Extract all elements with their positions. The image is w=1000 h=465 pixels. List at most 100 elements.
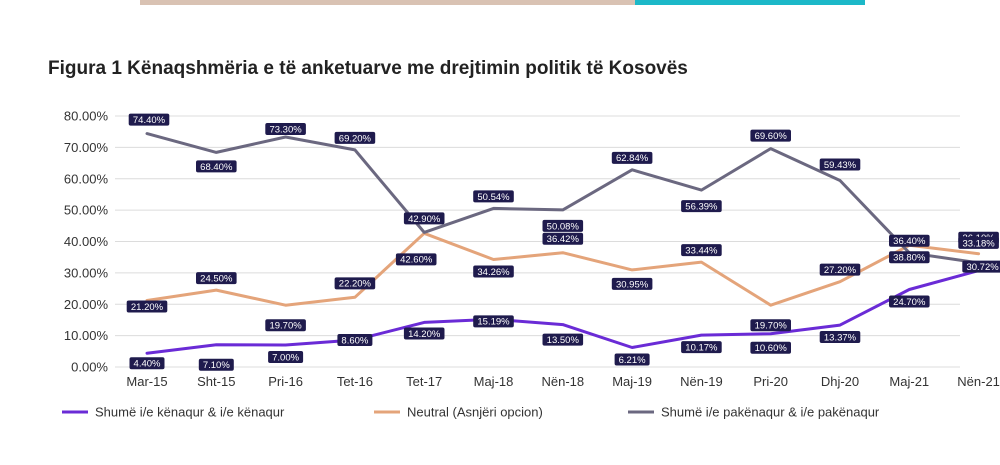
data-label-bg xyxy=(542,333,584,346)
data-label: 13.50% xyxy=(547,335,580,346)
data-label: 13.37% xyxy=(824,332,857,343)
data-label: 15.19% xyxy=(477,317,510,328)
x-tick-label: Pri-20 xyxy=(753,374,788,389)
data-label-bg xyxy=(889,295,930,308)
data-label: 21.20% xyxy=(131,302,164,313)
data-label: 7.00% xyxy=(272,352,299,363)
data-label-bg xyxy=(128,113,170,126)
y-tick-label: 70.00% xyxy=(64,140,109,155)
data-label-bg xyxy=(198,358,234,371)
y-tick-label: 60.00% xyxy=(64,171,109,186)
data-label-bg xyxy=(889,234,930,247)
data-label-bg xyxy=(196,160,237,173)
data-label: 24.70% xyxy=(893,297,926,308)
data-label: 19.70% xyxy=(269,321,302,332)
data-label: 42.90% xyxy=(408,214,441,225)
data-label: 30.72% xyxy=(966,262,999,273)
data-label: 73.30% xyxy=(269,124,302,135)
data-label: 7.10% xyxy=(203,360,230,371)
data-label: 68.40% xyxy=(200,162,233,173)
data-label-bg xyxy=(750,129,791,142)
data-label: 42.60% xyxy=(400,255,433,266)
data-label: 33.44% xyxy=(685,245,718,256)
data-label: 34.26% xyxy=(477,267,510,278)
data-label-bg xyxy=(542,232,584,245)
x-tick-label: Mar-15 xyxy=(126,374,167,389)
data-label: 10.17% xyxy=(685,342,718,353)
data-label-bg xyxy=(819,263,861,276)
data-label: 69.60% xyxy=(755,131,788,142)
data-label-bg xyxy=(473,190,514,203)
y-tick-label: 30.00% xyxy=(64,265,109,280)
data-label: 22.20% xyxy=(339,279,372,290)
legend-label: Shumë i/e kënaqur & i/e kënaqur xyxy=(95,405,285,420)
data-label-bg xyxy=(819,158,861,171)
x-tick-label: Nën-19 xyxy=(680,374,723,389)
y-tick-label: 50.00% xyxy=(64,203,109,218)
data-label-bg xyxy=(750,341,791,354)
data-label-bg xyxy=(395,253,437,266)
data-label: 4.40% xyxy=(134,359,161,370)
data-label-bg xyxy=(403,212,445,225)
data-label-bg xyxy=(126,300,168,313)
x-tick-label: Nën-21 xyxy=(957,374,1000,389)
y-tick-label: 0.00% xyxy=(71,360,108,375)
data-label-bg xyxy=(611,277,653,290)
data-label-bg xyxy=(268,351,304,364)
data-label: 30.95% xyxy=(616,279,649,290)
data-label: 36.40% xyxy=(893,236,926,247)
y-tick-label: 80.00% xyxy=(64,109,109,124)
data-label: 10.60% xyxy=(755,343,788,354)
data-label-bg xyxy=(819,331,861,344)
data-label: 8.60% xyxy=(341,335,368,346)
data-label: 50.08% xyxy=(547,221,580,232)
data-label-bg xyxy=(265,319,306,332)
data-label-bg xyxy=(334,131,376,144)
x-tick-label: Nën-18 xyxy=(541,374,584,389)
data-label-bg xyxy=(611,151,653,164)
data-label: 50.54% xyxy=(477,192,510,203)
data-label-bg xyxy=(614,353,650,366)
data-label-bg xyxy=(889,251,930,264)
x-tick-label: Maj-19 xyxy=(612,374,652,389)
x-tick-label: Tet-16 xyxy=(337,374,373,389)
data-label-bg xyxy=(129,357,165,370)
data-label-bg xyxy=(196,272,237,285)
series-line-2 xyxy=(145,231,981,307)
legend-label: Neutral (Asnjëri opcion) xyxy=(407,405,543,420)
data-label: 27.20% xyxy=(824,265,857,276)
data-label: 6.21% xyxy=(619,355,646,366)
data-label: 56.39% xyxy=(685,201,718,212)
data-label: 33.18% xyxy=(962,238,995,249)
data-label-bg xyxy=(750,319,791,332)
data-label-bg xyxy=(681,200,722,213)
data-label-bg xyxy=(334,277,376,290)
data-label: 59.43% xyxy=(824,160,857,171)
x-tick-label: Dhj-20 xyxy=(821,374,859,389)
y-tick-label: 10.00% xyxy=(64,328,109,343)
data-label: 69.20% xyxy=(339,133,372,144)
x-tick-label: Sht-15 xyxy=(197,374,235,389)
data-label-bg xyxy=(542,219,584,232)
data-label-bg xyxy=(958,236,999,249)
data-label-bg xyxy=(473,315,514,328)
series-line-1 xyxy=(145,269,981,355)
x-tick-label: Maj-21 xyxy=(889,374,929,389)
legend-label: Shumë i/e pakënaqur & i/e pakënaqur xyxy=(661,405,880,420)
data-label-bg xyxy=(962,260,1000,273)
data-label: 74.40% xyxy=(133,115,166,126)
data-label: 62.84% xyxy=(616,153,649,164)
header-image-strip xyxy=(140,0,635,5)
data-label: 38.80% xyxy=(893,253,926,264)
data-label-bg xyxy=(265,123,306,136)
y-tick-label: 40.00% xyxy=(64,234,109,249)
chart-title: Figura 1 Kënaqshmëria e të anketuarve me… xyxy=(48,58,688,79)
data-label-bg xyxy=(403,327,445,340)
series-line-3 xyxy=(145,132,981,265)
data-label: 14.20% xyxy=(408,329,441,340)
data-label: 24.50% xyxy=(200,274,233,285)
y-tick-label: 20.00% xyxy=(64,297,109,312)
x-tick-label: Maj-18 xyxy=(474,374,514,389)
x-tick-label: Pri-16 xyxy=(268,374,303,389)
